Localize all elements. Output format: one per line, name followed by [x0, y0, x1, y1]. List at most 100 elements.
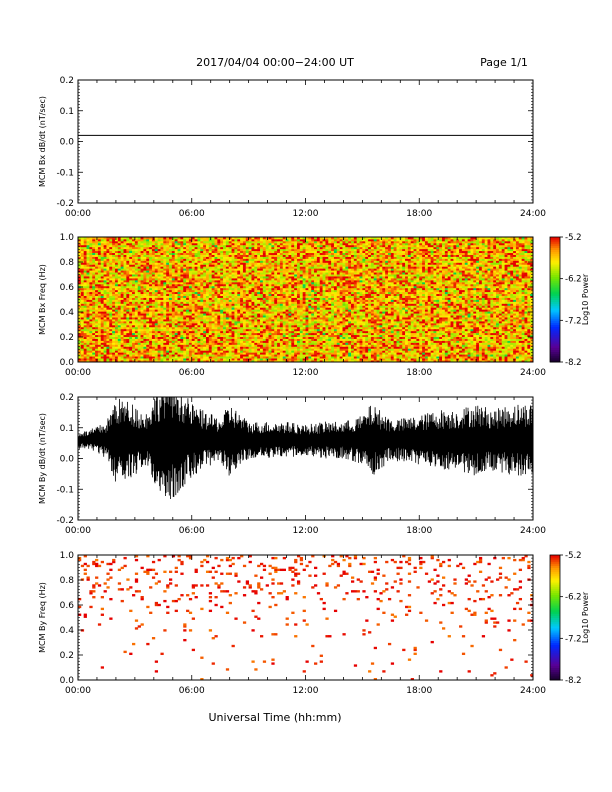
heatmap-cell [439, 356, 443, 359]
heatmap-cell [294, 344, 298, 347]
heatmap-cell [459, 326, 463, 330]
heatmap-cell [194, 303, 198, 306]
heatmap-cell [376, 334, 380, 338]
heatmap-cell [328, 307, 332, 310]
heatmap-cell [339, 344, 343, 347]
heatmap-cell [470, 356, 474, 359]
heatmap-cell [319, 326, 323, 330]
heatmap-cell [419, 336, 423, 339]
heatmap-cell [311, 334, 315, 338]
heatmap-cell [478, 360, 483, 362]
heatmap-cell [311, 320, 315, 324]
heatmap-cell [180, 342, 184, 345]
heatmap-cell [186, 350, 190, 353]
heatmap-cell [299, 354, 304, 357]
heatmap-cell [336, 320, 341, 324]
heatmap-cell [524, 358, 528, 361]
heatmap-cell [322, 322, 326, 326]
heatmap-cell [316, 358, 321, 361]
heatmap-cell [498, 358, 503, 361]
heatmap-cell [319, 352, 323, 355]
heatmap-cell [396, 324, 400, 328]
heatmap-cell [211, 326, 215, 330]
heatmap-cell [92, 336, 96, 339]
heatmap-cell [254, 303, 258, 306]
heatmap-cell [396, 342, 400, 345]
heatmap-cell [370, 354, 375, 357]
heatmap-cell [132, 301, 136, 304]
heatmap-cell [376, 317, 380, 320]
heatmap-cell [436, 319, 440, 322]
heatmap-cell [342, 322, 346, 326]
heatmap-cell [112, 309, 116, 312]
heatmap-cell [405, 320, 409, 324]
heatmap-cell [305, 338, 309, 341]
heatmap-cell [331, 320, 335, 324]
heatmap-cell [291, 334, 295, 338]
heatmap-cell [109, 307, 113, 310]
heatmap-cell [370, 303, 375, 306]
heatmap-cell [146, 319, 150, 322]
heatmap-cell [436, 320, 440, 324]
heatmap-cell [325, 330, 329, 334]
heatmap-cell [365, 320, 369, 324]
heatmap-cell [223, 303, 227, 306]
heatmap-cell [419, 340, 423, 343]
heatmap-cell [467, 307, 471, 310]
heatmap-cell [257, 313, 261, 316]
heatmap-cell [265, 332, 269, 336]
heatmap-cell [188, 340, 193, 343]
heatmap-cell [370, 328, 375, 332]
heatmap-cell [442, 334, 446, 338]
heatmap-cell [453, 348, 457, 351]
heatmap-cell [331, 303, 335, 306]
heatmap-cell [200, 305, 204, 308]
heatmap-cell [151, 319, 156, 322]
heatmap-cell [461, 338, 466, 341]
heatmap-cell [470, 338, 474, 341]
heatmap-cell [183, 330, 187, 334]
heatmap-cell [473, 340, 477, 343]
heatmap-cell [521, 328, 525, 332]
heatmap-cell [114, 342, 119, 345]
heatmap-cell [473, 350, 477, 353]
heatmap-cell [171, 346, 176, 349]
heatmap-cell [80, 356, 85, 359]
heatmap-cell [521, 340, 525, 343]
heatmap-cell [160, 328, 164, 332]
heatmap-cell [180, 309, 184, 312]
heatmap-cell [342, 328, 346, 332]
heatmap-cell [188, 332, 193, 336]
heatmap-cell [518, 356, 523, 359]
heatmap-cell [373, 340, 377, 343]
heatmap-cell [422, 352, 426, 355]
heatmap-cell [410, 358, 414, 361]
heatmap-cell [319, 356, 323, 359]
heatmap-cell [413, 319, 417, 322]
heatmap-cell [353, 309, 358, 312]
heatmap-cell [422, 344, 426, 347]
heatmap-cell [83, 330, 87, 334]
heatmap-cell [291, 313, 295, 316]
plot-frame [77, 79, 534, 204]
heatmap-cell [464, 315, 468, 318]
heatmap-cell [126, 307, 130, 310]
heatmap-cell [240, 360, 244, 362]
heatmap-cell [265, 334, 269, 338]
heatmap-cell [194, 360, 198, 362]
heatmap-cell [117, 334, 122, 338]
heatmap-cell [217, 315, 221, 318]
heatmap-cell [490, 336, 494, 339]
heatmap-cell [498, 332, 503, 336]
heatmap-cell [160, 301, 164, 304]
heatmap-cell [112, 346, 116, 349]
heatmap-cell [214, 338, 218, 341]
heatmap-cell [203, 348, 207, 351]
heatmap-cell [385, 326, 389, 330]
heatmap-cell [305, 322, 309, 326]
heatmap-cell [487, 350, 491, 353]
heatmap-cell [242, 338, 247, 341]
heatmap-cell [126, 344, 130, 347]
heatmap-cell [197, 320, 201, 324]
heatmap-cell [498, 330, 503, 334]
